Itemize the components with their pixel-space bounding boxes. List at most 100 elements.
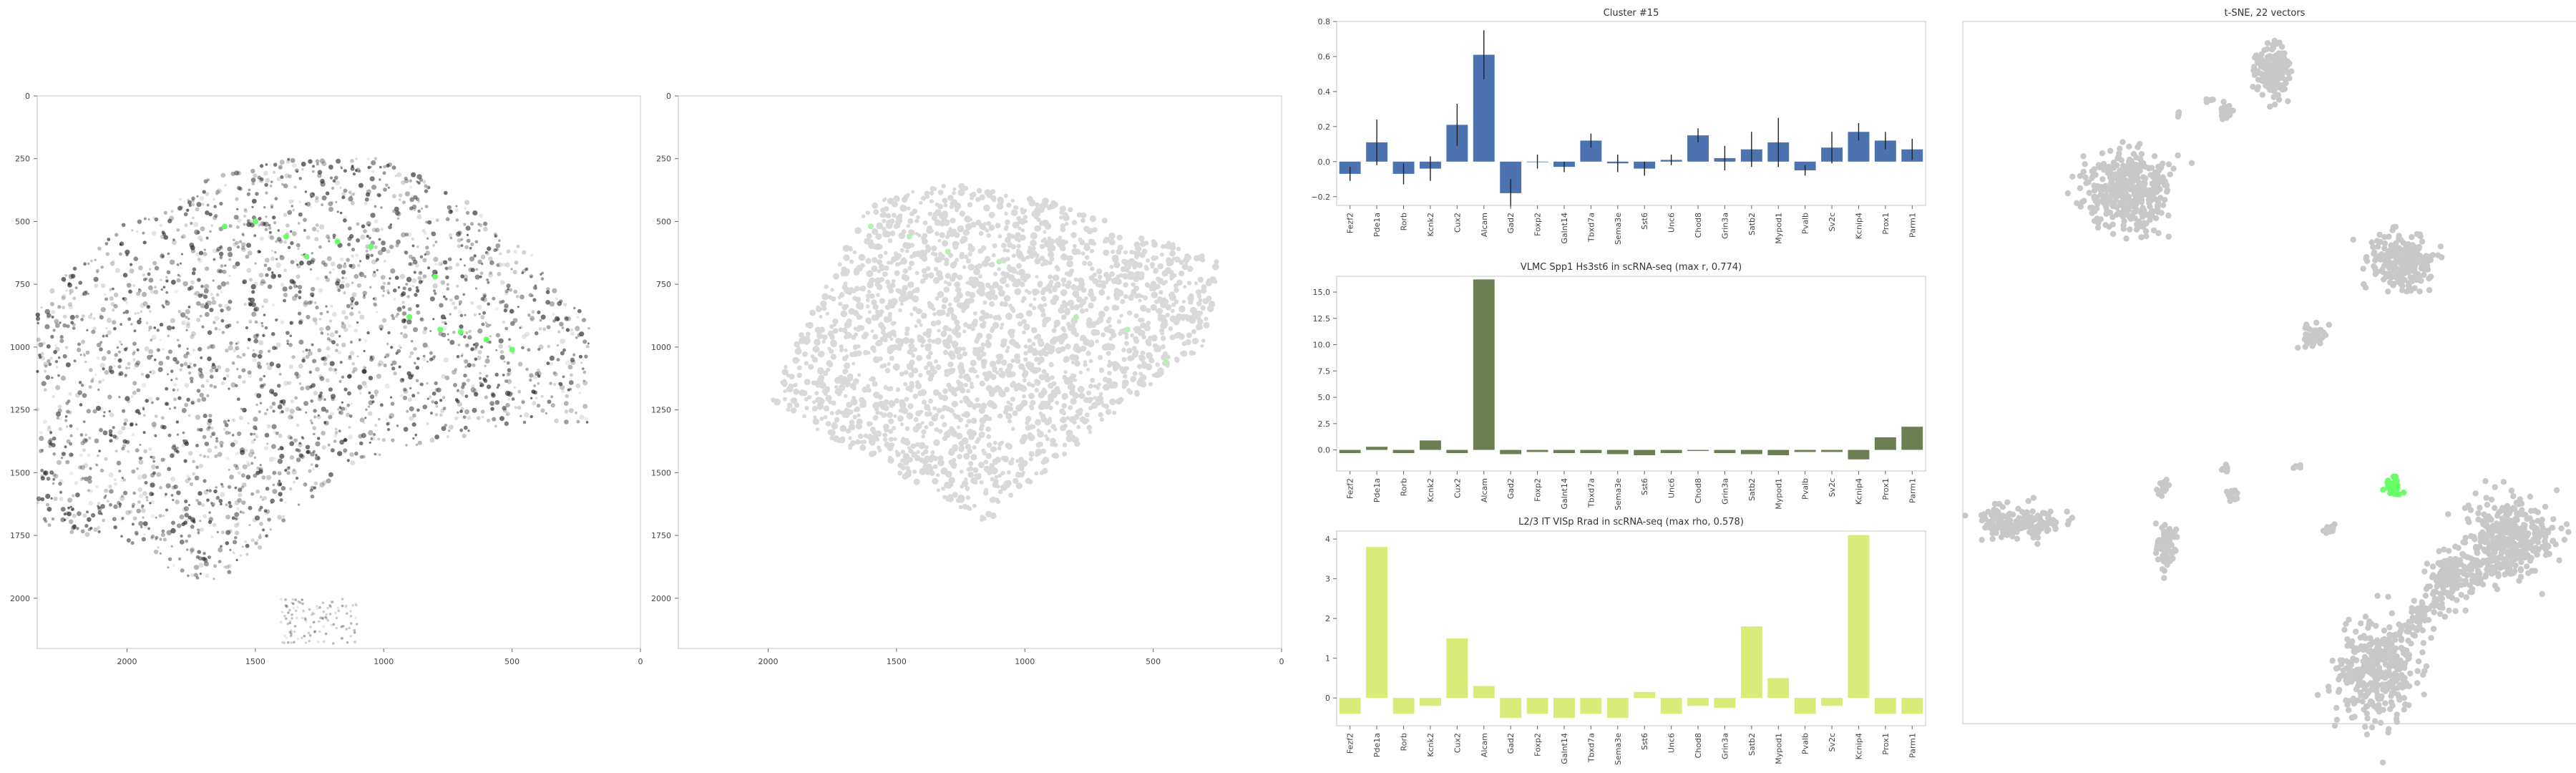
spot (150, 536, 154, 540)
spot (302, 609, 306, 613)
cell (927, 407, 931, 412)
spot (203, 414, 208, 419)
spot (319, 311, 323, 316)
spot (296, 457, 301, 462)
spot (62, 306, 65, 310)
cell (914, 380, 920, 385)
spot (185, 316, 188, 319)
spot (313, 409, 317, 413)
spot (208, 520, 213, 525)
spot (302, 356, 306, 361)
spot (331, 201, 334, 205)
spot (196, 301, 201, 306)
spot (366, 235, 369, 238)
spot (285, 617, 288, 621)
spot (415, 443, 419, 447)
spot (80, 383, 84, 387)
spot (356, 239, 361, 243)
spot (207, 330, 213, 336)
cell (952, 412, 957, 417)
spot (413, 327, 418, 333)
cell (923, 449, 929, 454)
spot (147, 527, 151, 530)
cell (892, 426, 897, 431)
cell (1186, 281, 1192, 286)
cell (1048, 382, 1054, 389)
spot (235, 346, 240, 351)
cell (882, 226, 887, 232)
spot (76, 527, 79, 530)
spot (335, 349, 338, 353)
spot (484, 251, 489, 254)
cell (932, 212, 938, 218)
cell (1147, 342, 1152, 346)
spot (578, 354, 583, 359)
cell (1042, 387, 1046, 392)
y-tick-label: 1250 (651, 406, 671, 415)
spot (296, 374, 301, 379)
cell (985, 333, 992, 340)
spot (243, 214, 247, 218)
spot (59, 490, 63, 494)
spot (398, 344, 401, 348)
spot (350, 402, 353, 405)
spot (243, 303, 247, 306)
cell (1042, 198, 1049, 205)
cell (899, 205, 907, 212)
spot (97, 530, 101, 534)
spot (284, 604, 288, 607)
cell (867, 387, 872, 393)
spot (114, 353, 118, 357)
spot (321, 260, 326, 265)
spot (464, 206, 467, 210)
cell (1156, 276, 1161, 282)
cell (1055, 386, 1060, 391)
cell (934, 256, 942, 263)
spot (69, 434, 73, 437)
spot (369, 441, 371, 444)
cell (895, 387, 901, 392)
spot (235, 465, 238, 467)
spot (454, 368, 458, 371)
spot (325, 305, 328, 308)
spot (368, 429, 374, 436)
cell (998, 289, 1005, 297)
spot (582, 339, 587, 344)
cell (994, 475, 999, 480)
cell (978, 230, 984, 236)
cell (844, 348, 848, 352)
spot (248, 188, 251, 192)
spot (203, 552, 206, 555)
cell (962, 503, 968, 510)
spot (381, 240, 386, 245)
cell (1015, 313, 1020, 319)
spot (354, 602, 357, 606)
spot (108, 429, 113, 434)
spot (241, 233, 245, 235)
spot (530, 294, 534, 298)
spot (268, 223, 271, 227)
spot (321, 407, 326, 412)
spot (240, 245, 245, 251)
spot (536, 404, 541, 408)
cell (1183, 285, 1187, 289)
spot (209, 308, 214, 313)
spot (506, 361, 510, 365)
cell (854, 311, 859, 316)
spot (228, 468, 230, 471)
spot (316, 276, 321, 281)
spot (310, 485, 316, 491)
spot (78, 381, 82, 384)
spot (319, 482, 325, 487)
spot (150, 289, 155, 294)
spot (163, 235, 169, 240)
spot (416, 310, 421, 315)
spot (248, 302, 253, 307)
spot (396, 312, 399, 316)
spot (414, 361, 416, 365)
cell (841, 327, 848, 333)
spot (149, 502, 152, 505)
spot (305, 354, 310, 359)
spot (170, 318, 175, 324)
cell (1088, 384, 1093, 389)
